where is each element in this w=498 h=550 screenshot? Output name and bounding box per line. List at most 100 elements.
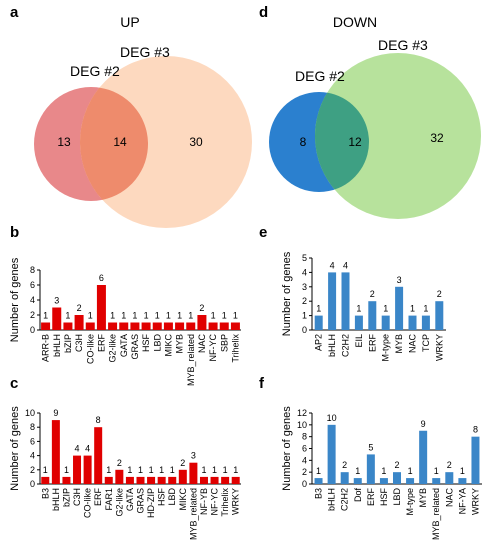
category-label-AP2: AP2 (314, 334, 324, 351)
bar-WRKY (471, 436, 480, 484)
bar-G2-like (108, 322, 118, 330)
bar-value-label: 5 (368, 442, 373, 452)
bar-value-label: 1 (43, 465, 48, 475)
bar-value-label: 2 (199, 303, 204, 313)
category-label-HSF: HSF (141, 333, 151, 352)
bar-value-label: 1 (356, 304, 361, 314)
bar-NF-YA (458, 478, 467, 484)
y-tick-label: 2 (302, 467, 307, 477)
bar-GATA (125, 476, 134, 484)
bar-B3 (314, 478, 323, 484)
category-label-NF-YB: NF-YB (199, 488, 209, 515)
bar-bZIP (62, 476, 71, 484)
bar-value-label: 1 (166, 311, 171, 321)
category-label-bZIP: bZIP (63, 334, 73, 353)
bar-bHLH (52, 307, 62, 330)
panel-letter-c: c (10, 375, 18, 392)
category-label-NAC: NAC (197, 334, 207, 354)
bar-MIKC (178, 469, 187, 484)
bar-C3H (74, 315, 84, 330)
bar-value-label: 1 (132, 311, 137, 321)
bar-value-label: 1 (233, 311, 238, 321)
bar-NF-YC (208, 322, 218, 330)
bar-AP2 (314, 315, 323, 330)
category-label-TCP: TCP (421, 334, 431, 352)
bar-LBD (152, 322, 162, 330)
venn-up: a UP DEG #2 DEG #3 13 14 30 (10, 4, 252, 228)
category-label-ERF: ERF (96, 333, 106, 352)
bar-C2H2 (340, 472, 349, 484)
venn-down-overlap-count: 12 (348, 135, 362, 149)
bar-value-label: 9 (53, 408, 58, 418)
bar-value-label: 1 (434, 466, 439, 476)
y-tick-label: 4 (302, 455, 307, 465)
category-label-C2H2: C2H2 (341, 334, 351, 357)
category-label-GRAS: GRAS (136, 488, 146, 514)
bar-value-label: 10 (327, 413, 337, 423)
y-tick-label: 2 (302, 296, 307, 306)
category-label-NF-YC: NF-YC (208, 334, 218, 362)
bar-MIKC (163, 322, 173, 330)
category-label-bHLH: bHLH (327, 488, 337, 511)
category-label-ERF: ERF (93, 487, 103, 506)
bar-value-label: 1 (159, 465, 164, 475)
category-label-ERF: ERF (367, 333, 377, 352)
bar-value-label: 1 (233, 465, 238, 475)
bar-value-label: 1 (355, 466, 360, 476)
bar-CO-like (83, 455, 92, 484)
bar-value-label: 1 (64, 465, 69, 475)
bar-value-label: 4 (330, 260, 335, 270)
category-label-EIL: EIL (354, 334, 364, 348)
bar-WRKY (231, 476, 240, 484)
category-label-B3: B3 (40, 488, 50, 499)
category-label-MYB_related: MYB_related (186, 334, 196, 386)
bar-bHLH (328, 272, 337, 330)
bar-value-label: 1 (170, 465, 175, 475)
bar-FAR1 (104, 476, 113, 484)
category-label-SBP: SBP (219, 334, 229, 352)
category-label-M-type: M-type (405, 488, 415, 516)
category-label-WRKY: WRKY (470, 488, 480, 515)
category-label-GRAS: GRAS (130, 334, 140, 360)
bar-G2-like (115, 469, 124, 484)
category-label-WRKY: WRKY (434, 334, 444, 361)
category-label-NAC: NAC (444, 488, 454, 508)
bar-ERF (94, 427, 103, 484)
category-label-GATA: GATA (125, 488, 135, 511)
bar-value-label: 1 (316, 304, 321, 314)
bar-B3 (41, 476, 50, 484)
y-axis-title: Number of genes (9, 406, 21, 491)
y-tick-label: 4 (30, 451, 35, 461)
bar-value-label: 1 (223, 465, 228, 475)
bar-MYB (395, 286, 404, 330)
bar-value-label: 1 (149, 465, 154, 475)
bar-M-type (406, 478, 415, 484)
category-label-bHLH: bHLH (51, 488, 61, 511)
category-label-G2-like: G2-like (108, 334, 118, 363)
panel-letter-b: b (10, 224, 19, 241)
bar-NAC (445, 472, 454, 484)
bar-NF-YC (210, 476, 219, 484)
category-label-GATA: GATA (119, 334, 129, 357)
venn-up-left-count: 13 (57, 135, 71, 149)
bar-HSF (157, 476, 166, 484)
panel-letter-e: e (259, 224, 267, 241)
category-label-LBD: LBD (152, 334, 162, 352)
y-tick-label: 1 (302, 311, 307, 321)
bar-value-label: 3 (191, 451, 196, 461)
bar-value-label: 4 (75, 444, 80, 454)
bar-value-label: 2 (342, 460, 347, 470)
bar-value-label: 3 (397, 275, 402, 285)
bar-ERF (368, 301, 377, 330)
bar-MYB_related (432, 478, 441, 484)
bar-value-label: 1 (188, 311, 193, 321)
y-tick-label: 10 (25, 408, 35, 418)
bar-value-label: 1 (211, 311, 216, 321)
bar-bHLH (51, 420, 60, 484)
bar-value-label: 2 (117, 458, 122, 468)
category-label-MIKC: MIKC (178, 487, 188, 510)
bar-HSF (379, 478, 388, 484)
venn-down: d DOWN DEG #2 DEG #3 8 12 32 (259, 4, 481, 219)
